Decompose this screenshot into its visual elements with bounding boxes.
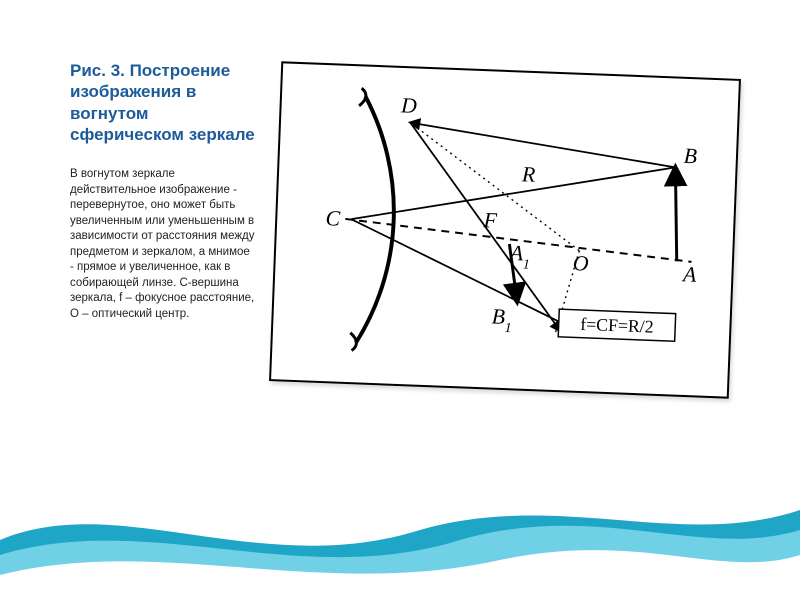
svg-text:A1: A1 [507, 241, 530, 271]
decorative-wave [0, 480, 800, 600]
text-column: Рис. 3. Построение изображения в вогнуто… [70, 60, 255, 390]
svg-text:R: R [521, 162, 536, 187]
svg-text:D: D [400, 93, 418, 118]
svg-text:f=CF=R/2: f=CF=R/2 [580, 314, 654, 337]
figure-title: Рис. 3. Построение изображения в вогнуто… [70, 60, 255, 145]
svg-text:O: O [572, 251, 589, 276]
svg-text:C: C [325, 206, 341, 231]
optics-diagram: f=CF=R/2 D B R C F O A A1 B1 [269, 61, 741, 398]
svg-text:A: A [681, 262, 698, 287]
svg-text:F: F [482, 208, 498, 233]
diagram-column: f=CF=R/2 D B R C F O A A1 B1 [275, 60, 760, 390]
svg-text:B: B [683, 144, 697, 168]
svg-text:B1: B1 [491, 304, 512, 334]
figure-caption: В вогнутом зеркале действительное изобра… [70, 167, 255, 322]
